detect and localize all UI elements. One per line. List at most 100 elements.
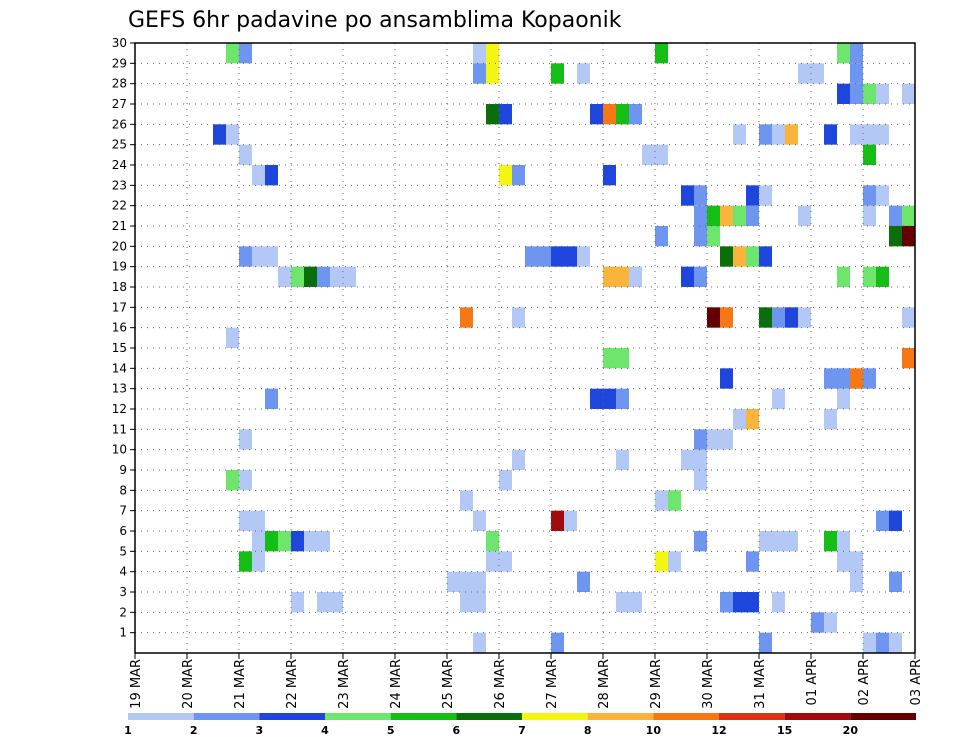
heatmap-cell [551, 63, 564, 84]
heatmap-cell [291, 531, 304, 552]
heatmap-cell [876, 124, 889, 145]
heatmap-cell [720, 592, 733, 613]
legend-swatch [653, 713, 719, 720]
heatmap-cell [889, 226, 902, 247]
heatmap-cell [811, 63, 824, 84]
y-tick-label: 24 [112, 158, 127, 172]
heatmap-cell [759, 307, 772, 328]
heatmap-cell [616, 348, 629, 369]
y-tick-label: 11 [112, 422, 127, 436]
heatmap-cell [460, 307, 473, 328]
heatmap-cell [473, 632, 486, 653]
heatmap-cell [512, 307, 525, 328]
heatmap-cell [876, 185, 889, 206]
heatmap-cell [707, 307, 720, 328]
heatmap-cell [785, 531, 798, 552]
heatmap-cell [252, 246, 265, 267]
heatmap-cell [304, 266, 317, 287]
x-tick-label: 21 MAR [233, 659, 248, 709]
legend-swatch [325, 713, 391, 720]
heatmap-cell [759, 531, 772, 552]
legend-swatch [193, 713, 260, 720]
heatmap-cell [551, 510, 564, 531]
heatmap-cell [226, 470, 239, 491]
heatmap-cell [850, 124, 863, 145]
heatmap-cell [863, 83, 876, 104]
heatmap-cell [759, 246, 772, 267]
heatmap-cell [837, 551, 850, 572]
heatmap-cell [824, 612, 837, 633]
heatmap-cell [239, 470, 252, 491]
heatmap-cell [707, 226, 720, 247]
heatmap-cell [486, 531, 499, 552]
heatmap-cell [252, 531, 265, 552]
heatmap-cell [668, 551, 681, 572]
heatmap-cell [746, 592, 759, 613]
heatmap-cell [850, 571, 863, 592]
heatmap-cell [551, 246, 564, 267]
y-tick-label: 18 [112, 280, 127, 294]
heatmap-cell [616, 266, 629, 287]
x-tick-label: 23 MAR [337, 659, 352, 709]
heatmap-cell [863, 185, 876, 206]
heatmap-cell [330, 266, 343, 287]
heatmap-cell [265, 165, 278, 186]
heatmap-cell [278, 266, 291, 287]
heatmap-cell [278, 531, 291, 552]
legend-swatch [784, 713, 851, 720]
heatmap-cell [525, 246, 538, 267]
heatmap-cell [603, 388, 616, 409]
y-tick-label: 12 [112, 402, 127, 416]
heatmap-cell [720, 429, 733, 450]
y-tick-label: 19 [112, 260, 127, 274]
heatmap-cell [694, 449, 707, 470]
heatmap-cell [577, 246, 590, 267]
heatmap-cell [681, 266, 694, 287]
heatmap-cell [460, 490, 473, 511]
heatmap-cell [837, 43, 850, 64]
y-tick-label: 27 [112, 97, 127, 111]
heatmap-cell [772, 592, 785, 613]
heatmap-cell [863, 368, 876, 389]
heatmap-cell [733, 246, 746, 267]
heatmap-cell [499, 470, 512, 491]
legend-label: 2 [190, 724, 198, 737]
heatmap-cell [850, 63, 863, 84]
heatmap-cell [343, 266, 356, 287]
legend-swatch [128, 713, 194, 720]
heatmap-cell [785, 124, 798, 145]
legend-label: 3 [256, 724, 264, 737]
heatmap-cell [681, 449, 694, 470]
heatmap-cell [720, 205, 733, 226]
legend-label: 4 [321, 724, 329, 737]
heatmap-cell [512, 165, 525, 186]
legend-label: 5 [387, 724, 395, 737]
heatmap-cell [837, 368, 850, 389]
heatmap-cell [694, 226, 707, 247]
heatmap-cell [863, 205, 876, 226]
heatmap-cell [772, 531, 785, 552]
y-tick-label: 22 [112, 199, 127, 213]
heatmap-cell [473, 571, 486, 592]
heatmap-cell [902, 226, 915, 247]
x-tick-label: 28 MAR [597, 659, 612, 709]
heatmap-cell [759, 632, 772, 653]
heatmap-cell [889, 632, 902, 653]
x-tick-label: 26 MAR [493, 659, 508, 709]
y-tick-label: 13 [112, 382, 127, 396]
heatmap-cell [486, 104, 499, 125]
heatmap-cell [694, 531, 707, 552]
x-axis-ticks: 19 MAR 20 MAR 21 MAR 22 MAR 23 MAR 24 MAR 25 M… [129, 653, 924, 709]
heatmap-cell [655, 144, 668, 165]
heatmap-cell [746, 205, 759, 226]
heatmap-cell [668, 490, 681, 511]
heatmap-cell [252, 165, 265, 186]
heatmap-cell [291, 592, 304, 613]
y-tick-label: 23 [112, 178, 127, 192]
heatmap-cell [577, 63, 590, 84]
heatmap-cell [863, 632, 876, 653]
y-tick-label: 15 [112, 341, 127, 355]
heatmap-cell [902, 348, 915, 369]
heatmap-cell [720, 246, 733, 267]
